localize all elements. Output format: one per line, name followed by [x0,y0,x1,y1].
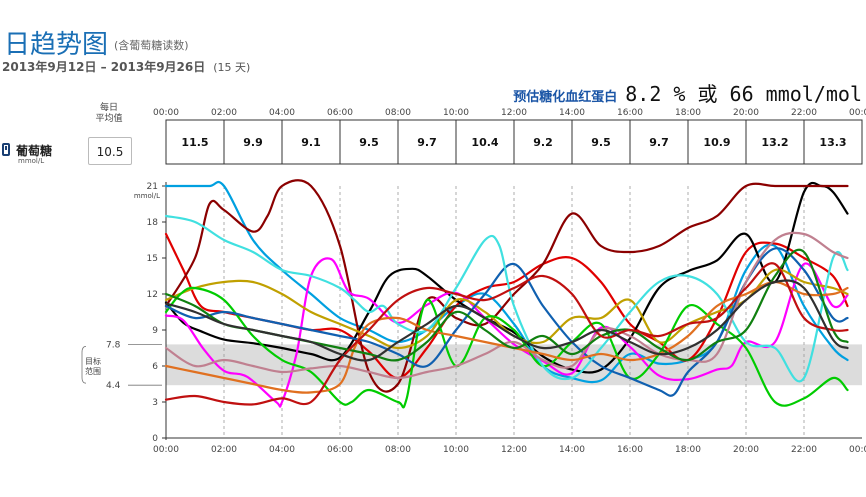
glucose-meter-icon [2,143,10,156]
y-tick-label: 15 [147,254,158,264]
x-tick-label: 18:00 [675,445,701,455]
x-tick-label-top: 04:00 [269,108,295,118]
date-range: 2013年9月12日 – 2013年9月26日 (15 天) [2,60,251,74]
y-tick-label: 0 [152,434,158,444]
bucket-average: 9.7 [417,136,437,149]
bucket-average: 13.3 [819,136,846,149]
y-tick-label: 3 [152,398,158,408]
x-tick-label: 06:00 [327,445,353,455]
bucket-average: 9.7 [649,136,669,149]
series-line [164,179,849,393]
x-tick-label-top: 00:00 [849,108,866,118]
x-tick-label: 02:00 [211,445,237,455]
bucket-average: 10.9 [703,136,730,149]
series-group [164,179,849,409]
x-tick-label: 14:00 [559,445,585,455]
x-tick-label: 08:00 [385,445,411,455]
y-unit-label: mmol/L [134,192,160,200]
series-unit: mmol/L [18,157,45,165]
target-caption: 目标 [85,356,101,366]
page-title: 日趋势图 (含葡萄糖读数) [4,30,189,60]
bucket-average: 9.9 [243,136,263,149]
bucket-average: 13.2 [761,136,788,149]
y-tick-label: 6 [152,362,158,372]
x-tick-label-top: 12:00 [501,108,527,118]
x-tick-label: 12:00 [501,445,527,455]
bucket-average: 10.4 [471,136,498,149]
x-tick-label: 04:00 [269,445,295,455]
target-low-label: 4.4 [106,381,121,391]
x-tick-label-top: 18:00 [675,108,701,118]
x-tick-label-top: 20:00 [733,108,759,118]
daily-average-header: 每日 平均值 [95,103,123,124]
series-line [164,214,849,383]
y-tick-label: 9 [152,326,158,336]
a1c-estimate: 预估糖化血红蛋白 8.2 % 或 66 mmol/mol [513,78,862,107]
x-tick-label-top: 08:00 [385,108,411,118]
day-count: (15 天) [213,61,251,74]
x-tick-label-top: 22:00 [791,108,817,118]
x-tick-label-top: 16:00 [617,108,643,118]
y-tick-label: 12 [147,290,158,300]
x-tick-label-top: 10:00 [443,108,469,118]
series-line [164,279,849,362]
series-line [164,280,849,394]
y-tick-label: 21 [147,182,158,192]
page-subtitle: (含葡萄糖读数) [114,39,189,52]
y-tick-label: 18 [147,218,159,228]
x-tick-label: 10:00 [443,445,469,455]
series-line [164,180,849,384]
x-tick-label: 00:00 [153,445,179,455]
x-tick-label-top: 00:00 [153,108,179,118]
series-line [164,231,849,380]
bucket-average: 11.5 [181,136,208,149]
x-tick-label: 22:00 [791,445,817,455]
x-tick-label: 16:00 [617,445,643,455]
x-tick-label: 20:00 [733,445,759,455]
target-range-bracket [81,344,162,386]
bucket-average: 9.1 [301,136,321,149]
bucket-average: 9.2 [533,136,553,149]
daily-average-value: 10.5 [88,137,132,165]
bucket-average: 9.5 [359,136,379,149]
x-tick-label: 00:00 [849,445,866,455]
x-tick-label-top: 14:00 [559,108,585,118]
target-high-label: 7.8 [106,340,121,350]
target-caption: 范围 [85,366,101,376]
bucket-average: 9.5 [591,136,611,149]
a1c-label: 预估糖化血红蛋白 [513,90,618,105]
x-tick-label-top: 06:00 [327,108,353,118]
x-tick-label-top: 02:00 [211,108,237,118]
a1c-value: 8.2 % 或 66 mmol/mol [625,82,862,106]
series-label: 葡萄糖 [16,144,53,158]
series-line [164,262,849,406]
